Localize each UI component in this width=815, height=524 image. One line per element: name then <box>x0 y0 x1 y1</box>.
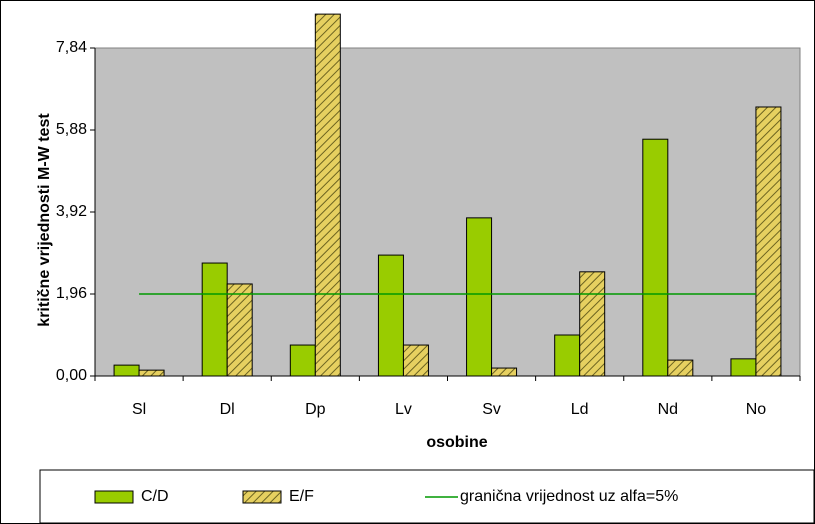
x-tick-label: Dp <box>305 401 326 418</box>
y-tick-label: 0,00 <box>56 367 87 384</box>
legend-swatch <box>242 490 282 504</box>
y-tick-label: 3,92 <box>56 203 87 220</box>
x-tick-label: Sl <box>132 401 146 418</box>
y-tick-label: 7,84 <box>56 39 87 56</box>
y-axis-title: kritične vrijednosti M-W test <box>36 113 53 327</box>
bar <box>554 334 581 377</box>
bar <box>314 13 341 377</box>
plot-area <box>94 47 801 377</box>
x-tick-label: Sv <box>482 401 501 418</box>
bar <box>113 364 140 377</box>
legend-swatch <box>94 490 134 504</box>
x-axis-title: osobine <box>426 434 487 451</box>
x-tick-label: Dl <box>220 401 235 418</box>
x-tick-label: No <box>746 401 767 418</box>
x-tick-label: Nd <box>658 401 678 418</box>
x-tick-label: Ld <box>571 401 589 418</box>
bar <box>755 106 782 377</box>
bar <box>138 369 165 377</box>
bar <box>642 138 669 377</box>
y-tick-label: 5,88 <box>56 121 87 138</box>
bar <box>377 254 404 377</box>
bar <box>466 217 493 377</box>
legend-label: E/F <box>289 488 314 505</box>
x-tick-label: Lv <box>395 401 412 418</box>
legend-label: granična vrijednost uz alfa=5% <box>460 488 678 505</box>
bar <box>730 358 757 377</box>
bar <box>402 344 429 377</box>
legend-label: C/D <box>141 488 169 505</box>
bar <box>667 359 694 377</box>
bar <box>226 283 253 377</box>
bar <box>491 367 518 377</box>
bar <box>579 271 606 377</box>
bar <box>201 262 228 377</box>
bar <box>289 344 316 377</box>
y-tick-label: 1,96 <box>56 285 87 302</box>
